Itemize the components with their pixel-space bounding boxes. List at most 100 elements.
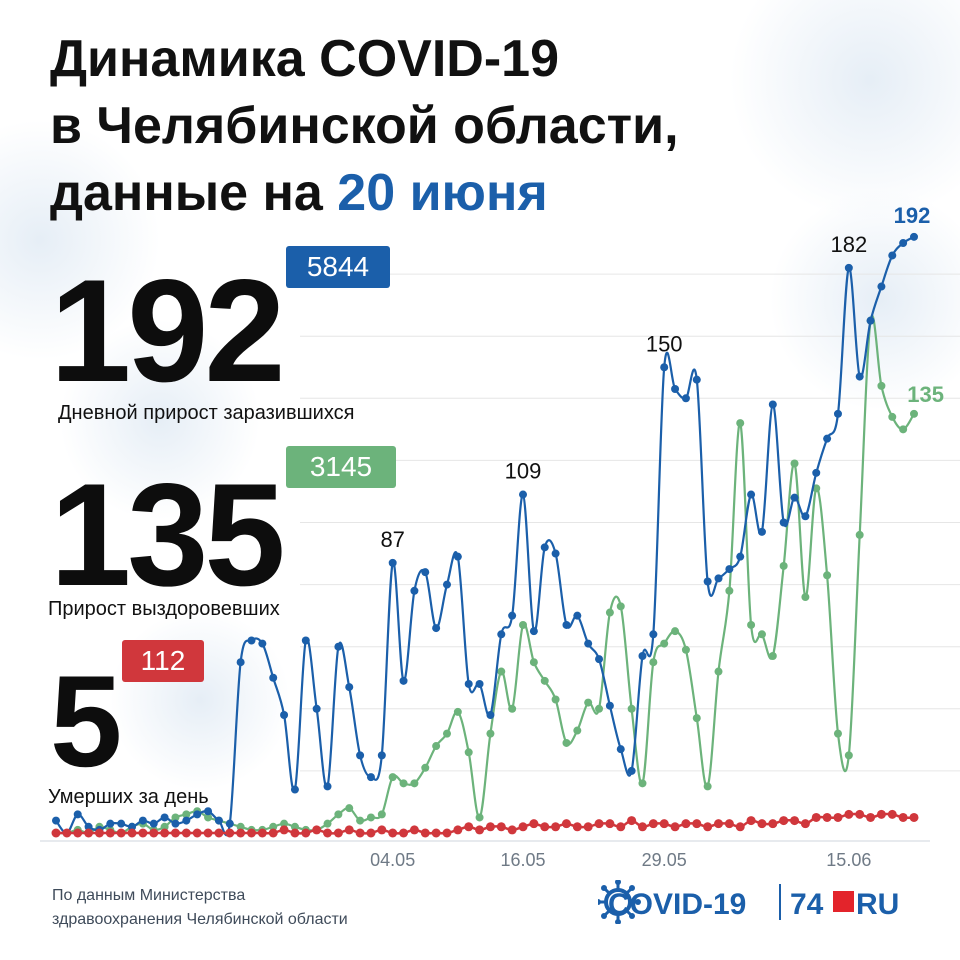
data-point-recovered — [182, 810, 191, 819]
data-point-deaths — [160, 828, 170, 838]
data-point-recovered — [388, 773, 397, 782]
data-point-infected — [475, 679, 484, 688]
data-point-recovered — [855, 530, 864, 539]
data-point-recovered — [725, 586, 734, 595]
source-line-1: По данным Министерства — [52, 887, 246, 904]
data-point-deaths — [561, 819, 571, 829]
data-point-infected — [877, 282, 886, 291]
data-point-recovered — [236, 822, 245, 831]
data-point-infected — [149, 819, 158, 828]
data-point-recovered — [486, 729, 495, 738]
data-point-recovered — [432, 742, 441, 751]
data-point-recovered — [171, 813, 180, 822]
data-label-infected: 150 — [646, 331, 683, 356]
data-point-infected — [736, 552, 745, 561]
data-point-infected — [573, 611, 582, 620]
data-point-infected — [421, 568, 430, 577]
data-point-deaths — [73, 828, 83, 838]
data-point-deaths — [257, 828, 267, 838]
data-point-infected — [225, 819, 234, 828]
data-point-deaths — [268, 828, 278, 838]
data-point-infected — [584, 639, 593, 648]
data-label-infected: 87 — [380, 527, 404, 552]
data-point-recovered — [888, 412, 897, 421]
data-point-infected — [747, 490, 756, 499]
data-point-infected — [801, 512, 810, 521]
data-point-deaths — [388, 828, 398, 838]
data-point-infected — [703, 577, 712, 586]
data-point-infected — [844, 263, 853, 272]
data-point-infected — [779, 518, 788, 527]
data-point-recovered — [551, 695, 560, 704]
logo-red-square — [833, 891, 854, 912]
data-point-recovered — [204, 813, 213, 822]
data-point-recovered — [366, 813, 375, 822]
data-point-deaths — [648, 819, 658, 829]
data-source-note: По данным Министерства здравоохранения Ч… — [52, 884, 348, 932]
covid-line-chart: 04.05 16.05 29.05 15.06 87 109 150 182 192 135 — [40, 203, 960, 870]
data-point-deaths — [127, 828, 137, 838]
data-point-recovered — [627, 704, 636, 713]
data-point-infected — [671, 384, 680, 393]
recovered-label: Прирост выздоровевших — [48, 598, 280, 620]
data-point-deaths — [399, 828, 409, 838]
data-point-deaths — [637, 822, 647, 832]
data-point-deaths — [475, 825, 485, 835]
x-tick-label: 29.05 — [642, 850, 687, 870]
data-point-deaths — [659, 819, 669, 829]
data-point-recovered — [757, 630, 766, 639]
data-point-recovered — [334, 810, 343, 819]
data-point-deaths — [138, 828, 148, 838]
data-point-infected — [453, 552, 462, 561]
data-point-infected — [627, 766, 636, 775]
data-point-deaths — [246, 828, 256, 838]
data-point-recovered — [833, 729, 842, 738]
data-point-infected — [388, 558, 397, 567]
data-point-recovered — [453, 707, 462, 716]
data-point-infected — [106, 819, 115, 828]
data-point-infected — [497, 630, 506, 639]
infected-total-badge: 5844 — [286, 246, 390, 288]
data-point-infected — [866, 316, 875, 325]
data-point-recovered — [519, 620, 528, 629]
data-point-deaths — [279, 825, 289, 835]
data-point-deaths — [301, 828, 311, 838]
data-point-deaths — [192, 828, 202, 838]
data-label-infected: 192 — [894, 203, 931, 228]
data-point-infected — [236, 658, 245, 667]
data-point-recovered — [692, 714, 701, 723]
data-point-deaths — [464, 822, 474, 832]
data-point-recovered — [160, 822, 169, 831]
data-point-deaths — [333, 828, 343, 838]
data-point-recovered — [899, 425, 908, 434]
data-point-infected — [334, 642, 343, 651]
data-point-deaths — [116, 828, 126, 838]
data-point-infected — [258, 639, 267, 648]
data-point-recovered — [681, 645, 690, 654]
data-point-infected — [540, 543, 549, 552]
data-point-deaths — [583, 822, 593, 832]
deaths-total-badge: 112 — [122, 640, 204, 682]
data-point-infected — [138, 816, 147, 825]
data-point-deaths — [768, 819, 778, 829]
data-point-infected — [519, 490, 528, 499]
data-point-deaths — [757, 819, 767, 829]
data-point-deaths — [572, 822, 582, 832]
data-point-recovered — [595, 704, 604, 713]
data-point-deaths — [149, 828, 159, 838]
infected-label: Дневной прирост заразившихся — [58, 402, 355, 424]
data-point-deaths — [225, 828, 235, 838]
data-point-infected — [323, 782, 332, 791]
data-point-deaths — [703, 822, 713, 832]
data-point-deaths — [409, 825, 419, 835]
data-point-infected — [73, 810, 82, 819]
data-point-infected — [312, 704, 321, 713]
data-point-infected — [356, 751, 365, 760]
data-point-infected — [464, 679, 473, 688]
data-label-recovered: 135 — [907, 382, 944, 407]
covid-74ru-logo: COVID-19 74 RU — [598, 880, 899, 924]
data-point-deaths — [214, 828, 224, 838]
recovered-total-badge: 3145 — [286, 446, 396, 488]
data-point-recovered — [464, 748, 473, 757]
data-point-recovered — [421, 763, 430, 772]
